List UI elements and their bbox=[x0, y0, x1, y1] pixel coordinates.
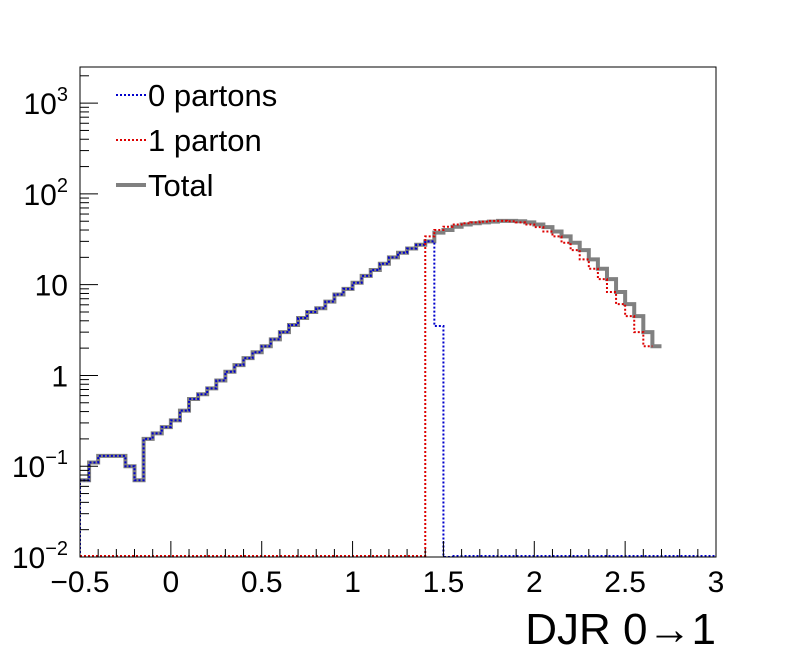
legend-label: Total bbox=[148, 168, 213, 203]
series-layer bbox=[80, 218, 716, 557]
x-tick-label: −0.5 bbox=[50, 566, 109, 599]
y-tick-label: 1 bbox=[51, 360, 68, 393]
x-axis-title: DJR 0→1 bbox=[525, 605, 716, 654]
x-tick-label: 0 bbox=[163, 566, 180, 599]
y-tick-label: 10−2 bbox=[12, 538, 68, 575]
y-tick-label: 10 bbox=[35, 270, 68, 303]
y-tick-label: 102 bbox=[24, 175, 69, 212]
y-tick-label: 103 bbox=[24, 84, 69, 121]
x-tick-label: 3 bbox=[708, 566, 725, 599]
legend-label: 1 parton bbox=[148, 123, 262, 158]
x-tick-label: 2.5 bbox=[604, 566, 646, 599]
legend: 0 partons 1 parton Total bbox=[116, 78, 277, 203]
x-axis: −0.5 0 0.5 1 1.5 2 2.5 3 bbox=[50, 541, 724, 599]
legend-label: 0 partons bbox=[148, 78, 277, 113]
x-tick-label: 1.5 bbox=[423, 566, 465, 599]
x-tick-label: 1 bbox=[344, 566, 361, 599]
series-line-0-partons bbox=[80, 240, 453, 557]
plot-area bbox=[80, 67, 716, 557]
x-tick-label: 0.5 bbox=[241, 566, 283, 599]
series-line-1-parton bbox=[424, 219, 653, 557]
y-axis: 10−2 10−1 1 10 102 103 bbox=[12, 75, 98, 575]
y-tick-label: 10−1 bbox=[12, 447, 68, 484]
x-tick-label: 2 bbox=[526, 566, 543, 599]
